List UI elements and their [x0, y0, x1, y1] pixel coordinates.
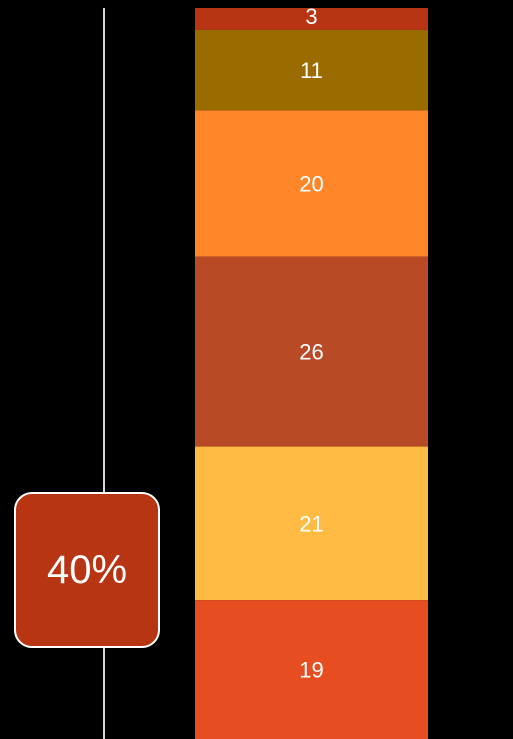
bar-segment — [195, 29, 428, 111]
bar-segment — [195, 110, 428, 257]
bar-segment — [195, 446, 428, 601]
data-label: 3 — [305, 4, 317, 29]
callout-connector-top — [103, 8, 105, 492]
data-label: 20 — [299, 171, 323, 196]
callout-value: 40% — [46, 547, 128, 592]
data-label: 11 — [300, 58, 323, 83]
bar-segment — [195, 256, 428, 447]
data-label: 21 — [299, 511, 323, 536]
bar-segment — [195, 600, 428, 739]
data-label: 19 — [299, 658, 323, 683]
bar-segment — [195, 8, 428, 30]
data-label: 26 — [299, 340, 323, 365]
callout-badge: 40% — [14, 492, 160, 648]
callout-connector-bottom — [103, 648, 105, 739]
